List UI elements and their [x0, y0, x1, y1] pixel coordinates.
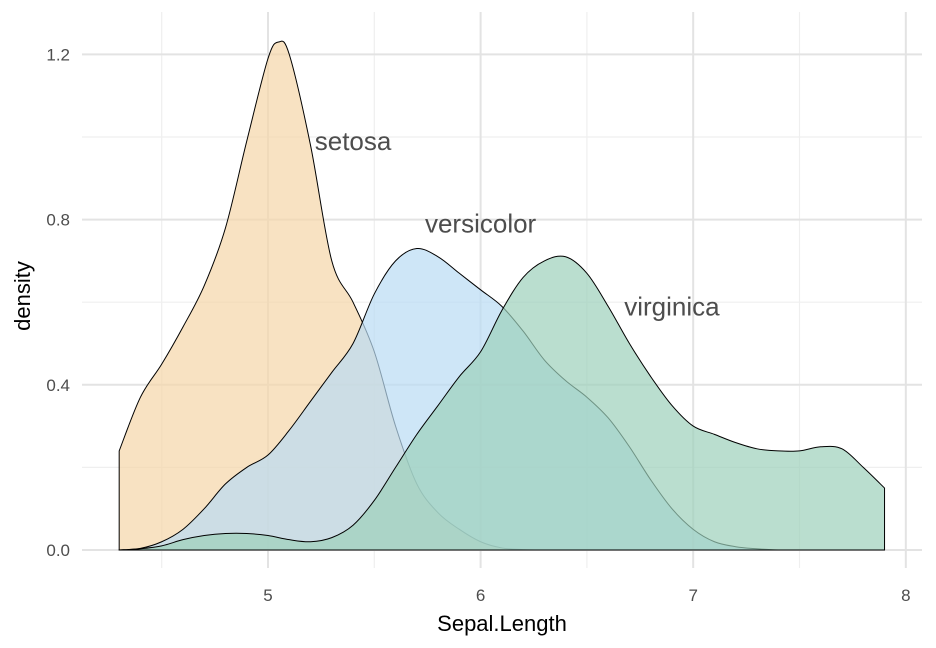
y-tick-label: 0.0 — [46, 541, 70, 560]
x-axis-title: Sepal.Length — [437, 611, 567, 636]
y-tick-label: 0.8 — [46, 211, 70, 230]
series-label-virginica: virginica — [624, 291, 720, 321]
y-axis-title: density — [10, 261, 35, 331]
x-tick-label: 8 — [901, 586, 910, 605]
series-label-versicolor: versicolor — [425, 209, 537, 239]
density-area-virginica — [118, 255, 886, 551]
x-tick-label: 7 — [688, 586, 697, 605]
x-tick-label: 5 — [263, 586, 272, 605]
series-labels: setosa versicolor virginica — [315, 126, 720, 321]
x-tick-label: 6 — [476, 586, 485, 605]
y-tick-label: 1.2 — [46, 45, 70, 64]
series-label-setosa: setosa — [315, 126, 392, 156]
density-areas — [118, 40, 886, 551]
y-tick-label: 0.4 — [46, 376, 70, 395]
axes: 5 6 7 8 0.0 0.4 0.8 1.2 — [46, 45, 910, 605]
